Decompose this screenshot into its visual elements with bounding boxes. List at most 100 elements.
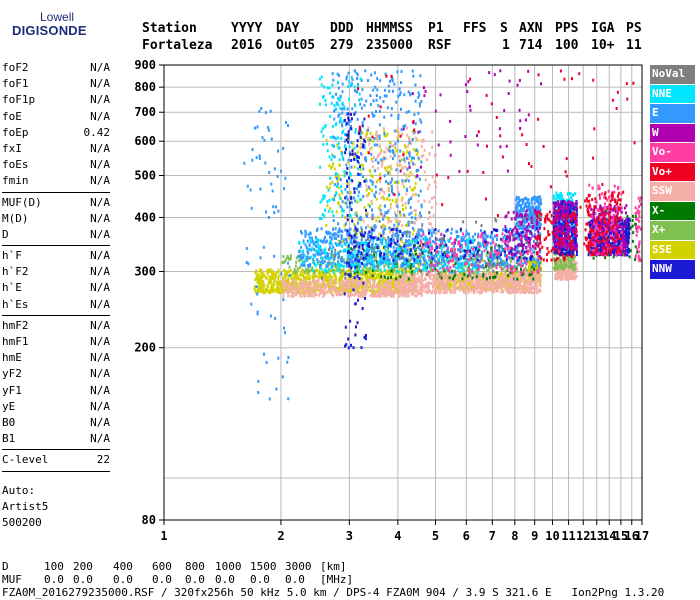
echo-point (344, 228, 347, 232)
echo-point (483, 288, 486, 292)
echo-point (313, 294, 316, 298)
param-name: h`F (2, 249, 22, 263)
echo-point (300, 245, 303, 249)
echo-point (404, 242, 407, 246)
echo-point (326, 290, 329, 294)
echo-point (368, 271, 371, 275)
echo-point (368, 274, 371, 278)
echo-point (257, 274, 260, 278)
logo-lowell: Lowell (40, 10, 75, 24)
echo-point (375, 219, 378, 223)
divider (2, 314, 110, 316)
echo-point (434, 267, 437, 271)
echo-point (271, 273, 274, 277)
echo-point (392, 144, 395, 148)
header-value-axn: 714 (519, 38, 543, 53)
echo-point (320, 248, 323, 252)
echo-point (454, 283, 457, 287)
echo-point (289, 268, 292, 272)
echo-point (458, 286, 461, 290)
echo-point (380, 262, 382, 265)
echo-point (329, 256, 332, 260)
echo-point (514, 290, 517, 294)
echo-point (412, 264, 415, 268)
echo-point (390, 282, 393, 286)
echo-point (503, 272, 506, 276)
echo-point (380, 275, 383, 279)
echo-point (426, 237, 429, 241)
echo-point (429, 290, 432, 294)
echo-point (343, 224, 346, 228)
echo-point (441, 285, 444, 289)
echo-point (370, 260, 373, 264)
echo-point (379, 294, 382, 298)
echo-point (573, 263, 576, 267)
echo-point (371, 189, 374, 193)
echo-point (321, 259, 324, 263)
echo-point (261, 286, 264, 289)
echo-point (400, 292, 403, 296)
echo-point (308, 280, 311, 284)
echo-point (507, 287, 510, 291)
echo-point (320, 239, 322, 243)
echo-point (312, 257, 315, 261)
echo-point (413, 221, 416, 225)
echo-point (401, 284, 404, 288)
echo-point (372, 225, 375, 229)
echo-point (502, 290, 505, 294)
echo-point (335, 286, 338, 290)
echo-point (402, 151, 405, 154)
echo-point (395, 220, 398, 224)
echo-point (522, 272, 525, 276)
echo-point (327, 271, 330, 275)
echo-point (515, 275, 517, 279)
echo-point (411, 284, 414, 288)
echo-point (634, 215, 637, 219)
param-value: N/A (90, 77, 110, 91)
echo-point (459, 229, 462, 233)
echo-point (423, 262, 426, 265)
param-row: B0 N/A (2, 415, 110, 431)
echo-point (460, 280, 463, 284)
echo-point (320, 290, 323, 294)
echo-point (253, 285, 256, 289)
echo-point (369, 253, 372, 257)
param-name: M(D) (2, 211, 29, 225)
echo-point (481, 285, 484, 289)
echo-point (430, 231, 433, 235)
echo-point (476, 283, 479, 287)
echo-point (518, 259, 521, 263)
echo-point (305, 281, 307, 285)
echo-point (446, 288, 449, 292)
echo-point (304, 271, 306, 275)
echo-point (295, 283, 298, 287)
echo-point (388, 258, 391, 262)
echo-point (328, 277, 331, 281)
echo-point (528, 266, 531, 270)
echo-point (342, 284, 345, 288)
echo-point (400, 273, 403, 277)
echo-point (283, 287, 286, 290)
echo-point (370, 157, 373, 161)
echo-point (353, 274, 356, 278)
echo-point (390, 275, 392, 279)
echo-point (401, 281, 404, 285)
echo-point (372, 294, 375, 298)
echo-point (568, 265, 571, 269)
echo-point (535, 280, 538, 283)
echo-point (413, 277, 416, 281)
header-value-station: Fortaleza (142, 38, 213, 53)
scaled-parameters-panel: foF2 N/A foF1 N/A foF1p N/A foE N/A foEp 0.42… (2, 60, 110, 474)
echo-point (287, 281, 290, 285)
echo-point (493, 261, 496, 265)
echo-point (319, 249, 322, 253)
echo-point (492, 264, 495, 268)
auto-label: Auto: (2, 484, 36, 497)
echo-point (366, 193, 369, 197)
echo-point (347, 277, 350, 281)
echo-point (419, 283, 422, 287)
echo-point (528, 264, 531, 268)
echo-point (514, 251, 517, 255)
echo-point (301, 269, 304, 273)
echo-point (626, 215, 629, 219)
